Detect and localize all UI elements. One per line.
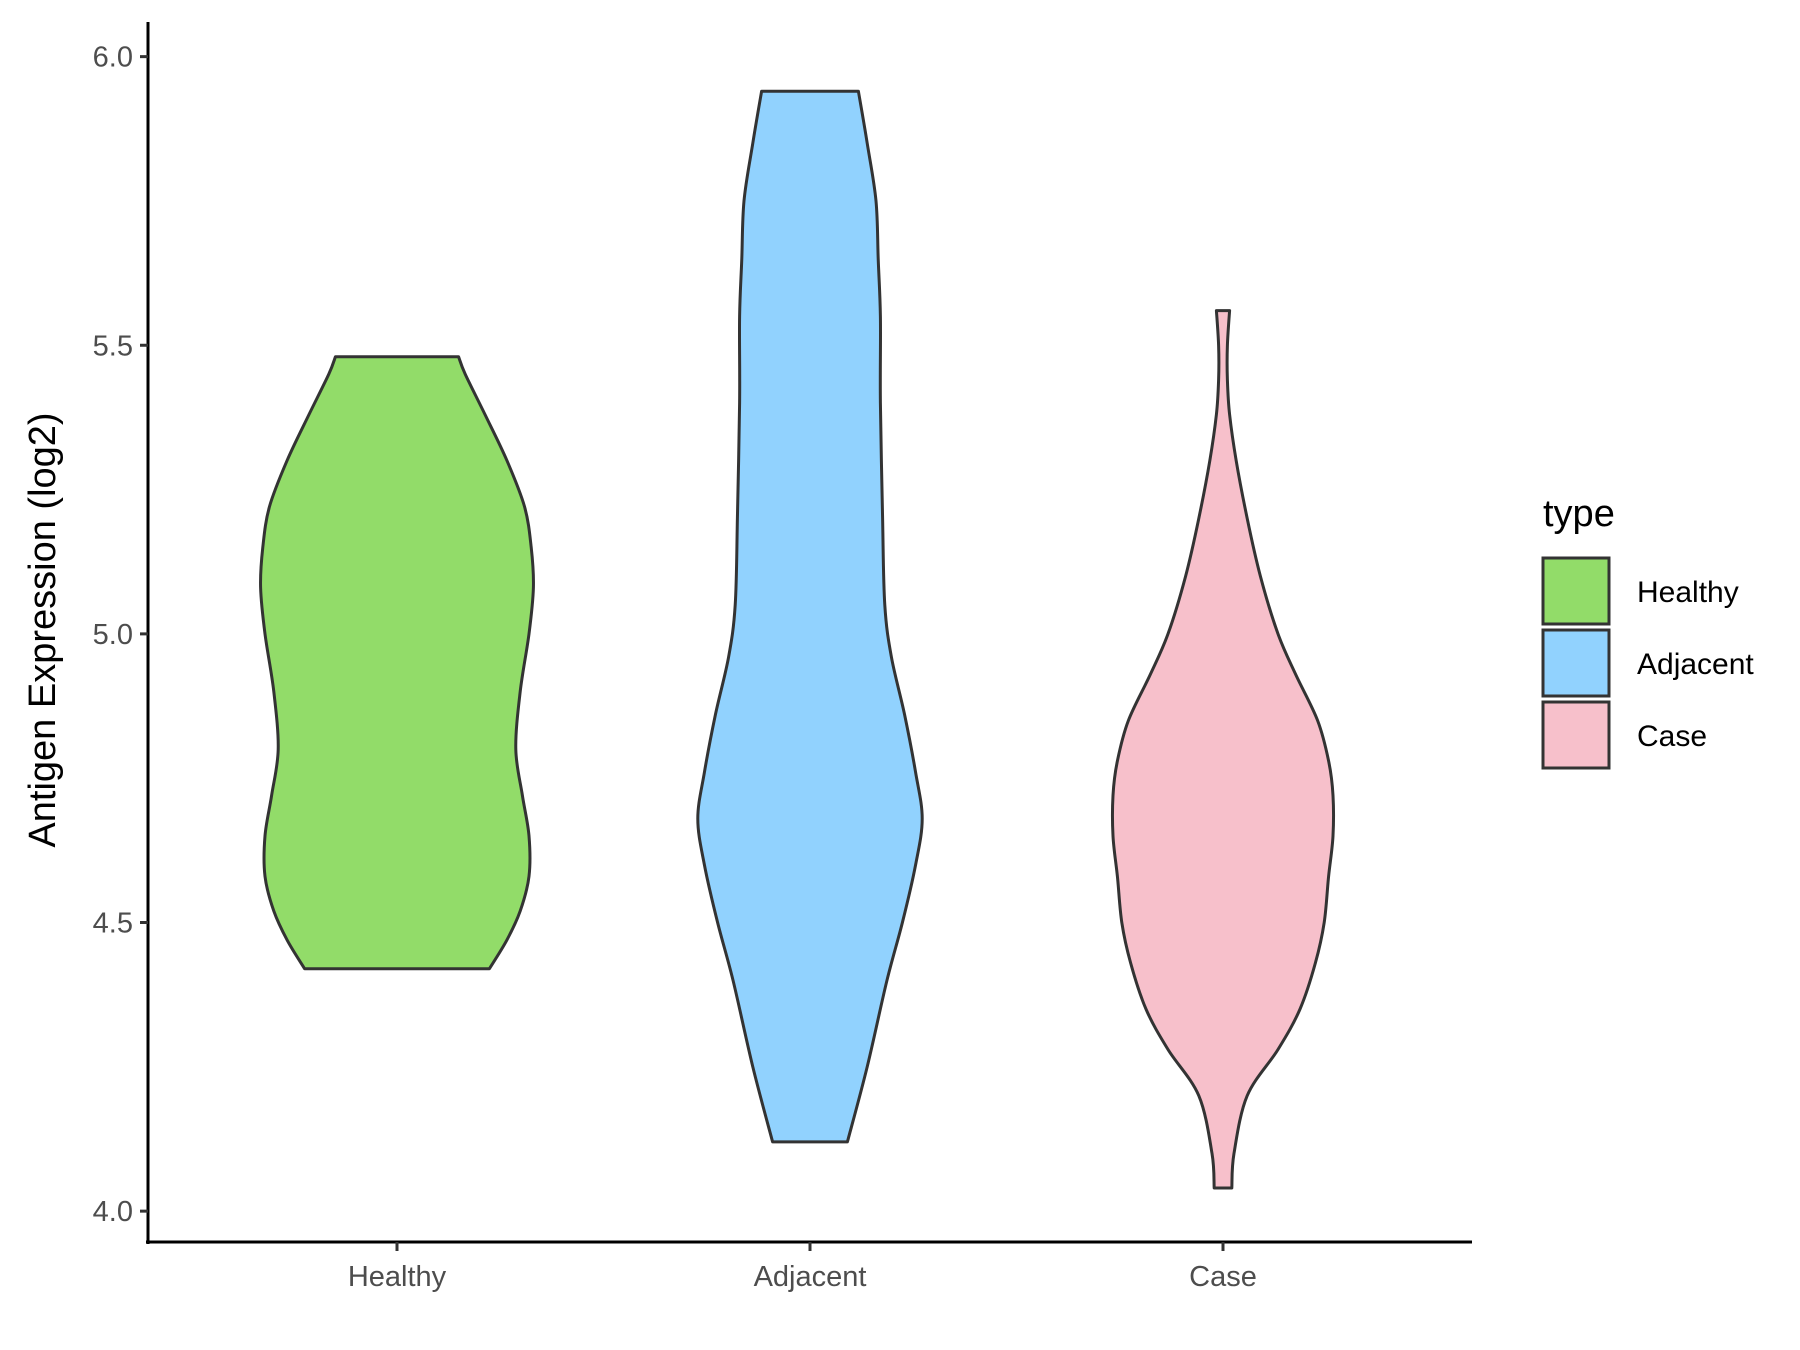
x-tick-label-healthy: Healthy [348, 1261, 447, 1293]
legend-key-adjacent [1541, 628, 1611, 698]
x-tick-label-adjacent: Adjacent [754, 1261, 867, 1293]
violin-adjacent [696, 89, 924, 1144]
legend: type Healthy Adjacent Case [1541, 493, 1754, 770]
y-axis-title: Antigen Expression (log2) [22, 412, 64, 847]
legend-items: Healthy Adjacent Case [1541, 556, 1754, 770]
y-tick-label: 6.0 [93, 42, 133, 74]
legend-label-case: Case [1637, 720, 1707, 753]
legend-label-healthy: Healthy [1637, 576, 1739, 609]
violin-case [1110, 309, 1336, 1190]
violin-healthy [259, 355, 535, 971]
y-tick-label: 5.0 [93, 619, 133, 651]
legend-label-adjacent: Adjacent [1637, 648, 1754, 681]
y-tick-label: 4.0 [93, 1196, 133, 1228]
axes-layer: 4.0 4.5 5.0 5.5 6.0 Healthy Adjacent Case Anti… [22, 22, 1472, 1293]
x-tick-label-case: Case [1189, 1261, 1257, 1293]
legend-title: type [1543, 493, 1615, 535]
y-tick-label: 4.5 [93, 908, 133, 940]
x-ticks: Healthy Adjacent Case [348, 1242, 1257, 1293]
legend-key-case [1541, 700, 1611, 770]
violin-layer [259, 89, 1336, 1190]
y-ticks: 4.0 4.5 5.0 5.5 6.0 [93, 42, 148, 1228]
y-tick-label: 5.5 [93, 330, 133, 362]
legend-key-healthy [1541, 556, 1611, 626]
